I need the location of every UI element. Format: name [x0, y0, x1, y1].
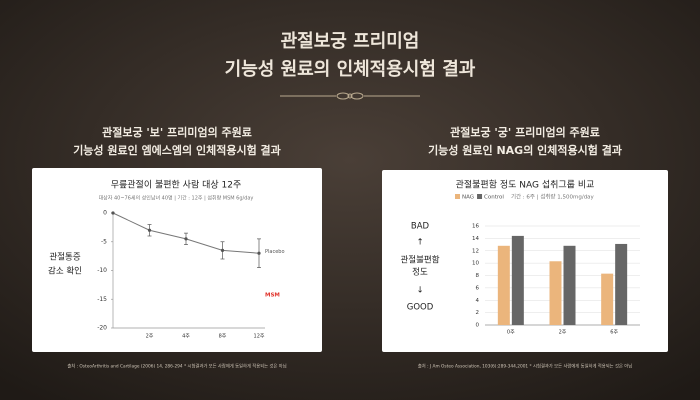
y-tick-label: -5 — [101, 238, 107, 245]
x-tick-label: 2주 — [146, 334, 154, 340]
title: 기능성 원료의 인체적용시험 결과 — [225, 58, 476, 80]
legend-label: NAG — [462, 195, 474, 201]
card — [382, 170, 668, 352]
footnote: 출처 : OsteoArthritis and Cartilage (2006)… — [67, 363, 286, 370]
y-tick-label: 8 — [476, 273, 480, 279]
annotation: Placebo — [265, 249, 285, 255]
bar — [563, 245, 576, 325]
bar — [615, 243, 628, 325]
bar — [511, 235, 524, 325]
legend-swatch — [477, 194, 483, 199]
side-label: 관절통증 — [49, 252, 80, 263]
y-tick-label: 2 — [476, 310, 480, 316]
side-label: BAD — [411, 222, 430, 232]
point — [220, 248, 225, 252]
side-label: 정도 — [412, 267, 428, 278]
y-tick-label: 6 — [476, 285, 480, 291]
y-tick-label: -20 — [97, 325, 107, 332]
y-tick-label: 0 — [476, 323, 480, 329]
side-label: GOOD — [407, 303, 434, 313]
chart-subtitle: 기간 : 6주 | 섭취량 1,500mg/day — [511, 193, 595, 201]
card — [32, 168, 322, 352]
point — [184, 237, 188, 241]
side-label: 감소 확인 — [48, 266, 82, 277]
panel-heading: 관절보궁 '궁' 프리미엄의 주원료 — [450, 125, 600, 139]
point — [257, 251, 261, 255]
y-tick-label: 0 — [103, 210, 107, 217]
panel-heading: 기능성 원료인 NAG의 인체적용시험 결과 — [428, 143, 622, 157]
x-tick-label: 4주 — [182, 334, 190, 340]
bar — [601, 273, 614, 325]
panel-heading: 관절보궁 '보' 프리미엄의 주원료 — [102, 125, 252, 139]
chart-subtitle: 대상자 40~76세의 성인남녀 40명 | 기간 : 12주 | 섭취량 MS… — [99, 195, 254, 202]
x-tick-label: 0주 — [507, 330, 515, 336]
x-tick-label: 12주 — [254, 334, 265, 340]
ornament — [280, 92, 420, 100]
title: 관절보궁 프리미엄 — [281, 31, 420, 52]
x-tick-label: 2주 — [559, 330, 567, 336]
chart-title: 관절불편함 정도 NAG 섭취그룹 비교 — [456, 179, 595, 191]
bar — [549, 261, 562, 325]
x-tick-label: 8주 — [219, 334, 227, 340]
legend-label: Control — [484, 195, 504, 201]
point — [147, 228, 152, 232]
y-tick-label: -10 — [97, 267, 107, 274]
point — [111, 211, 115, 215]
legend-swatch — [455, 194, 460, 199]
right-panel: 관절보궁 '궁' 프리미엄의 주원료 기능성 원료인 NAG의 인체적용시험 결… — [382, 125, 668, 370]
panel-heading: 기능성 원료인 엠에스엠의 인체적용시험 결과 — [73, 143, 281, 157]
x-tick-label: 6주 — [610, 330, 618, 336]
bar — [497, 245, 510, 325]
y-tick-label: 4 — [476, 298, 480, 304]
annotation: MSM — [265, 293, 280, 299]
y-tick-label: 14 — [472, 236, 479, 242]
y-tick-label: -15 — [97, 296, 107, 303]
footnote: 출처 : J Am Osteo Association, 103(6):289-… — [418, 363, 632, 370]
left-panel: 관절보궁 '보' 프리미엄의 주원료 기능성 원료인 엠에스엠의 인체적용시험 … — [32, 125, 322, 370]
chart-title: 무릎관절이 불편한 사람 대상 12주 — [111, 179, 242, 191]
side-label: ↓ — [416, 286, 423, 296]
y-tick-label: 12 — [472, 248, 479, 254]
side-label: 관절불편함 — [400, 255, 439, 266]
side-label: ↑ — [416, 238, 423, 248]
y-tick-label: 16 — [472, 224, 479, 230]
y-tick-label: 10 — [472, 261, 479, 267]
